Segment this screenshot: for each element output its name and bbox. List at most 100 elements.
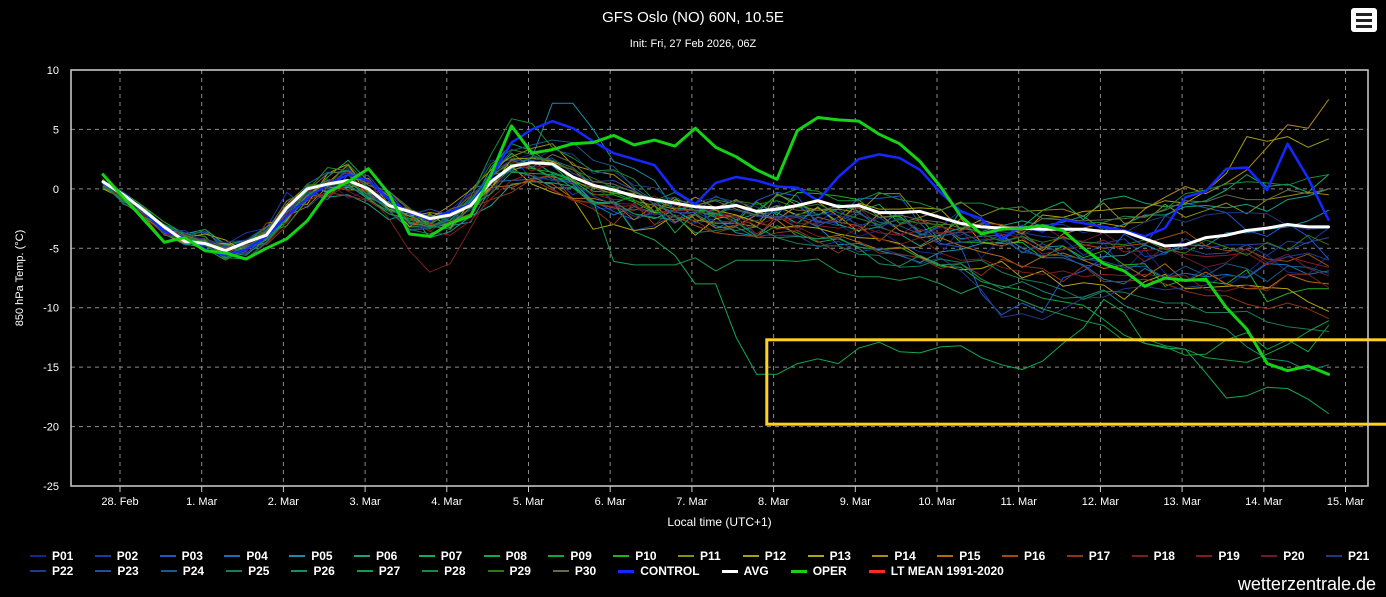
legend-item[interactable]: P13 <box>807 549 851 563</box>
x-tick-label: 7. Mar <box>676 496 708 508</box>
legend-item[interactable]: LT MEAN 1991-2020 <box>868 564 1004 578</box>
y-tick-label: -20 <box>43 422 59 434</box>
legend-swatch <box>483 555 500 557</box>
legend-swatch <box>807 555 824 557</box>
legend-swatch <box>30 570 46 572</box>
legend-item[interactable]: P19 <box>1196 549 1240 563</box>
legend-item[interactable]: P11 <box>678 549 721 563</box>
axes: 10 5 0 -5 -10 -15 -20 -25 28. Feb 1. Mar 2. Mar 3. … <box>14 65 1369 529</box>
x-tick-label: 15. Mar <box>1327 496 1365 508</box>
legend-label: P20 <box>1283 549 1305 563</box>
legend-item[interactable]: P02 <box>94 549 138 563</box>
legend-item[interactable]: P16 <box>1002 549 1045 563</box>
series-line-p20 <box>102 164 1329 277</box>
legend-label: P08 <box>505 549 527 563</box>
legend-swatch <box>937 555 954 557</box>
legend-item[interactable]: P23 <box>95 564 139 578</box>
legend-swatch <box>226 570 243 572</box>
legend-item[interactable]: P17 <box>1066 549 1110 563</box>
legend-swatch <box>95 570 112 572</box>
legend-swatch <box>354 555 370 557</box>
hamburger-menu-icon[interactable] <box>1351 8 1377 32</box>
legend-item[interactable]: P20 <box>1261 549 1305 563</box>
legend-item[interactable]: P04 <box>224 549 268 563</box>
legend-item[interactable]: P15 <box>937 549 981 563</box>
legend-label: P05 <box>311 549 333 563</box>
x-tick-label: 3. Mar <box>350 496 382 508</box>
legend-item[interactable]: P22 <box>30 564 73 578</box>
legend-item[interactable]: P08 <box>483 549 527 563</box>
legend-swatch <box>291 570 308 572</box>
grid <box>71 70 1368 486</box>
y-tick-label: -5 <box>49 243 59 255</box>
legend-item[interactable]: P26 <box>291 564 335 578</box>
legend-swatch <box>160 570 177 572</box>
legend-label: P13 <box>829 549 851 563</box>
legend-item[interactable]: AVG <box>721 564 769 578</box>
legend-item[interactable]: P30 <box>552 564 597 578</box>
x-tick-label: 8. Mar <box>758 496 790 508</box>
series-line-p13 <box>102 163 1329 312</box>
legend-label: LT MEAN 1991-2020 <box>890 564 1004 578</box>
legend-item[interactable]: P28 <box>422 564 466 578</box>
legend-swatch <box>356 570 373 572</box>
legend-item[interactable]: P06 <box>354 549 397 563</box>
chart-plot: 10 5 0 -5 -10 -15 -20 -25 28. Feb 1. Mar 2. Mar 3. … <box>14 65 1386 529</box>
legend-item[interactable]: P18 <box>1131 549 1175 563</box>
legend-label: P27 <box>378 564 401 578</box>
legend-label: P30 <box>574 564 597 578</box>
series-line-p22 <box>102 167 1329 321</box>
legend-item[interactable]: P21 <box>1326 549 1369 563</box>
plot-border <box>70 69 1369 487</box>
legend-item[interactable]: P27 <box>356 564 401 578</box>
series-line-p14 <box>102 99 1329 256</box>
legend-swatch <box>422 570 439 572</box>
highlight-rectangle <box>765 338 1386 426</box>
legend-item[interactable]: P09 <box>548 549 592 563</box>
legend-label: P10 <box>635 549 657 563</box>
legend-swatch <box>30 555 46 557</box>
legend-item[interactable]: P12 <box>742 549 786 563</box>
series-lines <box>101 99 1330 414</box>
site-credit: wetterzentrale.de <box>1237 574 1376 594</box>
legend-item[interactable]: CONTROL <box>618 564 700 578</box>
legend-swatch <box>94 555 111 557</box>
x-tick-label: 2. Mar <box>268 496 300 508</box>
y-tick-label: -15 <box>43 362 59 374</box>
legend-label: P22 <box>52 564 74 578</box>
legend-label: P15 <box>959 549 981 563</box>
legend-label: P25 <box>248 564 270 578</box>
legend-swatch <box>289 555 306 557</box>
legend-label: P24 <box>182 564 205 578</box>
legend-item[interactable]: P03 <box>159 549 203 563</box>
y-tick-label: 0 <box>53 184 59 196</box>
chart-subtitle: Init: Fri, 27 Feb 2026, 06Z <box>629 38 757 50</box>
legend-item[interactable]: P24 <box>160 564 205 578</box>
legend-item[interactable]: P01 <box>30 549 73 563</box>
legend-item[interactable]: P07 <box>418 549 462 563</box>
y-tick-label: 10 <box>47 65 59 77</box>
legend-item[interactable]: OPER <box>790 564 847 578</box>
legend-item[interactable]: P05 <box>289 549 333 563</box>
legend-item[interactable]: P29 <box>487 564 531 578</box>
x-tick-label: 13. Mar <box>1163 496 1201 508</box>
x-tick-label: 10. Mar <box>918 496 956 508</box>
x-tick-label: 4. Mar <box>431 496 463 508</box>
series-line-p02 <box>102 153 1329 258</box>
legend-item[interactable]: P25 <box>226 564 269 578</box>
series-line-oper <box>101 116 1330 376</box>
legend-swatch <box>721 569 738 573</box>
x-tick-label: 1. Mar <box>186 496 218 508</box>
legend-swatch <box>487 570 504 572</box>
chart-title: GFS Oslo (NO) 60N, 10.5E <box>602 9 784 26</box>
legend-label: P18 <box>1153 549 1175 563</box>
legend-item[interactable]: P14 <box>872 549 916 563</box>
legend-label: P14 <box>894 549 916 563</box>
legend-swatch <box>548 555 565 557</box>
legend-item[interactable]: P10 <box>613 549 657 563</box>
x-tick-label: 12. Mar <box>1082 496 1120 508</box>
legend-swatch <box>1326 555 1342 557</box>
legend-label: P29 <box>509 564 531 578</box>
y-axis-label: 850 hPa Temp. (°C) <box>14 230 26 327</box>
series-line-control <box>101 119 1330 257</box>
